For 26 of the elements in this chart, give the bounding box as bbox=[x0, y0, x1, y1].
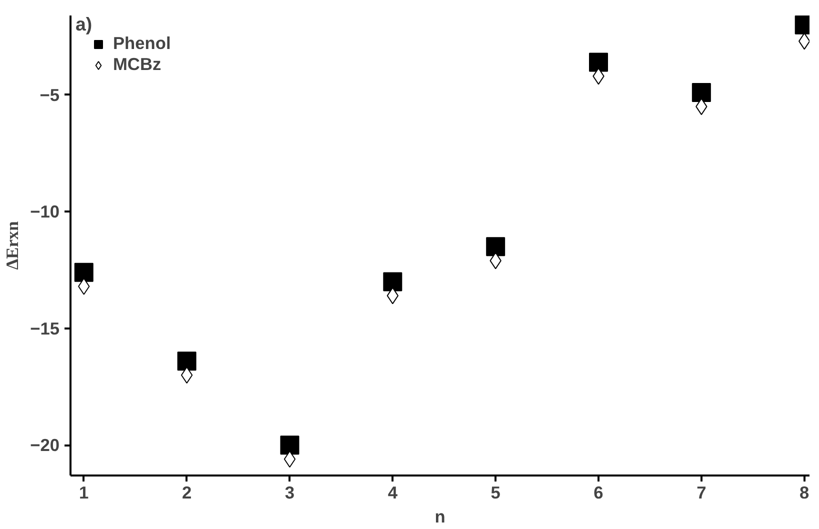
y-tick-label: −5 bbox=[40, 84, 60, 105]
x-tick-label: 2 bbox=[182, 482, 192, 502]
annotation: a) bbox=[76, 14, 92, 34]
x-tick-label: 1 bbox=[79, 482, 90, 502]
point bbox=[280, 436, 300, 455]
x-tick-label: 6 bbox=[594, 482, 604, 502]
y-tick-label: −10 bbox=[30, 202, 60, 222]
point bbox=[180, 366, 193, 384]
y-tick-label: −20 bbox=[30, 435, 60, 456]
point bbox=[589, 52, 608, 72]
y-tick-label: −15 bbox=[30, 318, 60, 338]
legend-label: Phenol bbox=[113, 33, 171, 54]
x-tick-label: 4 bbox=[388, 482, 398, 502]
x-tick-label: 8 bbox=[800, 482, 810, 502]
x-tick-label: 3 bbox=[284, 482, 295, 502]
point bbox=[284, 450, 296, 468]
point bbox=[177, 352, 196, 371]
y-axis-title: ΔErxn bbox=[3, 220, 22, 270]
point bbox=[486, 237, 506, 256]
x-tick-label: 7 bbox=[696, 482, 706, 502]
point bbox=[692, 83, 711, 102]
point bbox=[383, 272, 402, 292]
x-tick-label: 5 bbox=[490, 482, 501, 502]
x-axis-title: n bbox=[434, 506, 446, 526]
point bbox=[74, 262, 94, 282]
legend-label: MCBz bbox=[113, 54, 162, 75]
